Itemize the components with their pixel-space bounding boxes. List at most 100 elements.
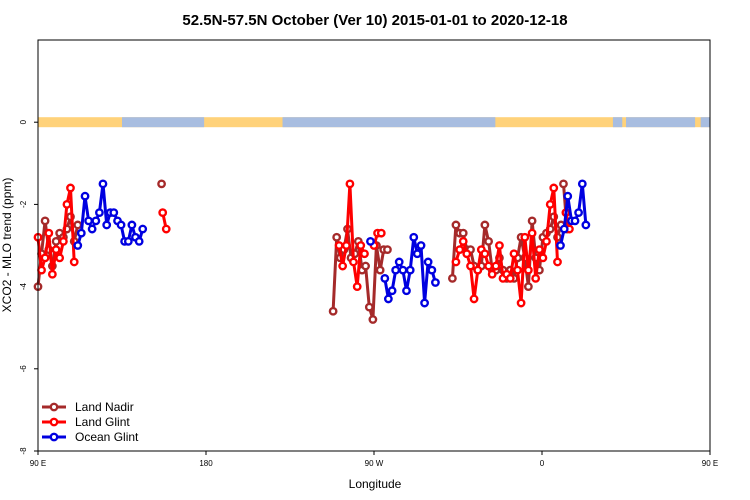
legend-marker bbox=[49, 417, 59, 427]
data-point bbox=[427, 265, 437, 275]
data-point bbox=[553, 257, 562, 267]
data-point bbox=[563, 191, 573, 201]
data-point bbox=[109, 208, 119, 218]
data-point bbox=[95, 208, 104, 218]
data-point bbox=[161, 224, 171, 234]
data-point bbox=[409, 232, 419, 242]
data-point bbox=[458, 236, 468, 246]
data-point bbox=[394, 257, 404, 267]
data-point bbox=[360, 249, 369, 259]
data-point bbox=[462, 249, 472, 259]
chart-title: 52.5N-57.5N October (Ver 10) 2015-01-01 … bbox=[182, 12, 567, 29]
data-point bbox=[480, 220, 490, 230]
data-point bbox=[523, 265, 533, 275]
data-point bbox=[387, 286, 397, 296]
data-point bbox=[570, 216, 580, 226]
data-point bbox=[484, 261, 494, 271]
data-point bbox=[364, 302, 374, 312]
data-point bbox=[87, 224, 97, 234]
data-point bbox=[484, 236, 494, 246]
data-point bbox=[495, 241, 504, 250]
data-point bbox=[376, 228, 386, 238]
data-point bbox=[47, 269, 57, 279]
data-point bbox=[157, 179, 166, 189]
data-point bbox=[380, 273, 390, 283]
x-axis-title: Longitude bbox=[349, 477, 402, 491]
data-point bbox=[491, 261, 501, 271]
data-point bbox=[116, 220, 126, 230]
data-point bbox=[361, 261, 370, 271]
data-point bbox=[66, 183, 75, 193]
data-point bbox=[37, 265, 46, 275]
data-point bbox=[451, 257, 461, 267]
legend-label: Land Nadir bbox=[75, 400, 134, 414]
data-point bbox=[80, 191, 90, 201]
data-point bbox=[559, 224, 569, 234]
legend-label: Land Glint bbox=[75, 415, 130, 429]
data-point bbox=[531, 273, 541, 283]
y-axis-title: XCO2 - MLO trend (ppm) bbox=[0, 178, 14, 313]
legend-marker bbox=[49, 402, 59, 412]
data-point bbox=[505, 273, 515, 283]
data-point bbox=[458, 228, 468, 238]
data-point bbox=[341, 241, 351, 250]
data-point bbox=[451, 220, 461, 230]
y-tick-label: -4 bbox=[19, 282, 28, 290]
data-point bbox=[581, 220, 591, 230]
data-point bbox=[447, 273, 457, 283]
data-point bbox=[527, 228, 537, 238]
data-point bbox=[55, 253, 65, 263]
data-point bbox=[383, 294, 393, 304]
data-point bbox=[58, 236, 68, 246]
data-point bbox=[98, 179, 108, 189]
data-point bbox=[40, 253, 50, 263]
data-point bbox=[383, 245, 392, 255]
data-point bbox=[73, 241, 83, 250]
strip-ocean bbox=[122, 117, 205, 128]
data-point bbox=[431, 278, 440, 287]
y-tick-label: -8 bbox=[19, 447, 28, 455]
data-point bbox=[345, 179, 355, 189]
data-point bbox=[527, 216, 537, 226]
data-point bbox=[423, 257, 433, 267]
data-point bbox=[549, 183, 559, 193]
data-point bbox=[368, 315, 378, 324]
data-point bbox=[134, 236, 144, 246]
plot-frame bbox=[37, 39, 711, 452]
data-point bbox=[420, 298, 429, 308]
data-point bbox=[69, 257, 79, 267]
data-point bbox=[577, 179, 587, 189]
series-land-glint bbox=[33, 179, 574, 308]
data-point bbox=[102, 220, 112, 230]
data-point bbox=[473, 265, 483, 275]
data-point bbox=[73, 220, 83, 230]
x-tick-label: 90 W bbox=[365, 459, 384, 468]
data-point bbox=[127, 220, 137, 230]
data-point bbox=[542, 236, 551, 246]
x-tick-label: 180 bbox=[199, 459, 213, 468]
data-point bbox=[574, 208, 583, 218]
data-point bbox=[509, 249, 519, 259]
data-point bbox=[412, 249, 422, 259]
y-tick-label: -2 bbox=[19, 200, 28, 208]
data-point bbox=[402, 286, 411, 296]
data-point bbox=[332, 232, 342, 242]
legend-label: Ocean Glint bbox=[75, 430, 139, 444]
legend-marker bbox=[49, 432, 59, 442]
data-point bbox=[44, 228, 54, 238]
series-ocean-glint bbox=[73, 179, 591, 308]
x-axis-ticks: 90 E 180 90 W 0 90 E bbox=[30, 451, 718, 468]
x-tick-label: 90 E bbox=[30, 459, 46, 468]
data-point bbox=[349, 257, 358, 267]
data-point bbox=[366, 236, 375, 246]
data-point bbox=[466, 261, 475, 271]
strip-ocean bbox=[626, 117, 696, 128]
data-point bbox=[538, 253, 548, 263]
data-point bbox=[158, 208, 168, 218]
data-point bbox=[76, 228, 86, 238]
data-point bbox=[352, 282, 362, 291]
data-point bbox=[480, 249, 490, 259]
data-point bbox=[356, 241, 366, 250]
data-point bbox=[398, 265, 408, 275]
